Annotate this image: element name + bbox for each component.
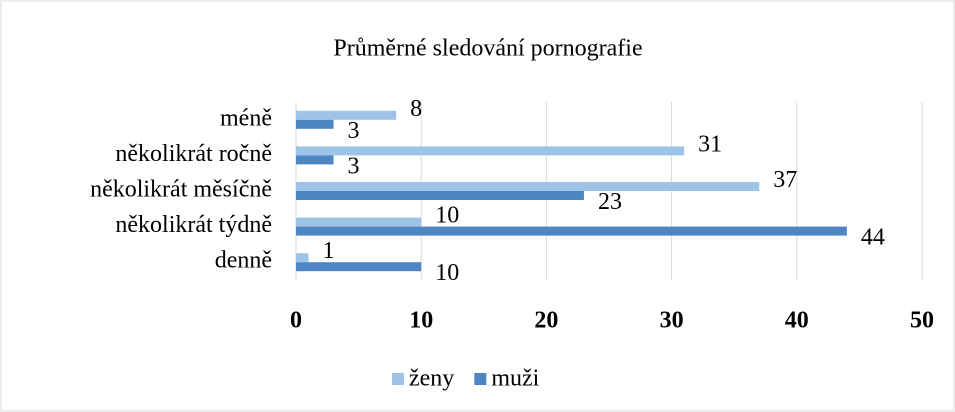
data-label: 8 (410, 96, 422, 122)
x-tick-label: 20 (534, 308, 558, 334)
x-tick-label: 50 (910, 308, 934, 334)
bar (296, 119, 334, 129)
chart-title: Průměrné sledování pornografie (333, 36, 642, 62)
x-tick-label: 10 (409, 308, 433, 334)
data-label: 37 (773, 167, 797, 193)
bar (296, 191, 584, 200)
bar (296, 155, 334, 165)
data-label: 3 (348, 118, 360, 144)
bar (296, 217, 422, 227)
data-label: 1 (323, 238, 335, 264)
y-tick-label: několikrát týdně (115, 212, 272, 238)
bar (296, 226, 847, 236)
data-label: 44 (861, 225, 885, 251)
data-label: 31 (698, 131, 722, 157)
bar (296, 253, 309, 263)
data-label: 3 (348, 153, 360, 179)
bar (296, 146, 685, 156)
legend-label: muži (491, 366, 539, 392)
legend-label: ženy (409, 366, 454, 392)
x-tick-label: 30 (660, 308, 684, 334)
y-tick-label: denně (215, 248, 272, 274)
data-label: 23 (598, 189, 622, 215)
legend-swatch (392, 373, 404, 385)
data-label: 10 (435, 260, 459, 286)
bar (296, 262, 422, 272)
data-label: 10 (435, 203, 459, 229)
bar (296, 110, 397, 120)
x-tick-label: 0 (290, 308, 302, 334)
y-tick-label: méně (220, 105, 272, 131)
x-tick-label: 40 (785, 308, 809, 334)
bar (296, 182, 760, 191)
y-tick-label: několikrát měsíčně (90, 177, 272, 203)
y-tick-label: několikrát ročně (115, 141, 272, 167)
legend-swatch (474, 373, 487, 385)
